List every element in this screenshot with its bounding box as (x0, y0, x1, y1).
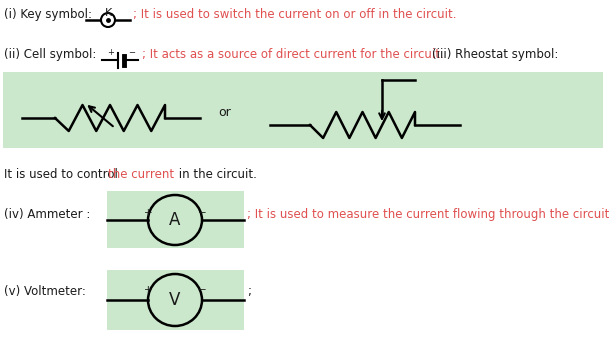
Text: (iv) Ammeter :: (iv) Ammeter : (4, 208, 90, 221)
Text: ; It is used to measure the current flowing through the circuit.: ; It is used to measure the current flow… (247, 208, 609, 221)
Text: −: − (128, 48, 135, 57)
FancyBboxPatch shape (107, 191, 244, 248)
Text: −: − (198, 208, 206, 218)
Text: (i) Key symbol:: (i) Key symbol: (4, 8, 92, 21)
Text: (ii) Cell symbol:: (ii) Cell symbol: (4, 48, 96, 61)
Text: (v) Voltmeter:: (v) Voltmeter: (4, 285, 86, 298)
Text: It is used to control: It is used to control (4, 168, 122, 181)
Text: the current: the current (108, 168, 174, 181)
FancyBboxPatch shape (107, 270, 244, 330)
FancyBboxPatch shape (3, 72, 603, 148)
Text: ; It acts as a source of direct current for the circuit.: ; It acts as a source of direct current … (142, 48, 444, 61)
Text: or: or (218, 106, 231, 118)
Text: +: + (144, 285, 152, 295)
Text: in the circuit.: in the circuit. (175, 168, 257, 181)
Text: V: V (169, 291, 181, 309)
Text: ;: ; (247, 285, 251, 298)
Text: −: − (198, 285, 206, 295)
Text: A: A (169, 211, 181, 229)
Text: ; It is used to switch the current on or off in the circuit.: ; It is used to switch the current on or… (133, 8, 457, 21)
Text: +: + (107, 48, 114, 57)
Text: +: + (144, 208, 152, 218)
Text: (iii) Rheostat symbol:: (iii) Rheostat symbol: (432, 48, 558, 61)
Text: K: K (104, 8, 111, 18)
